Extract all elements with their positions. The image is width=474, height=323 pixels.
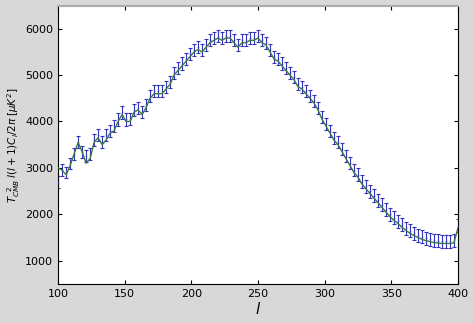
Y-axis label: $T_{CMB}^{\;\;2}\; l(l+1)C_l / 2\pi \; [\mu K^2]$: $T_{CMB}^{\;\;2}\; l(l+1)C_l / 2\pi \; [… — [6, 87, 22, 203]
X-axis label: $l$: $l$ — [255, 301, 261, 318]
